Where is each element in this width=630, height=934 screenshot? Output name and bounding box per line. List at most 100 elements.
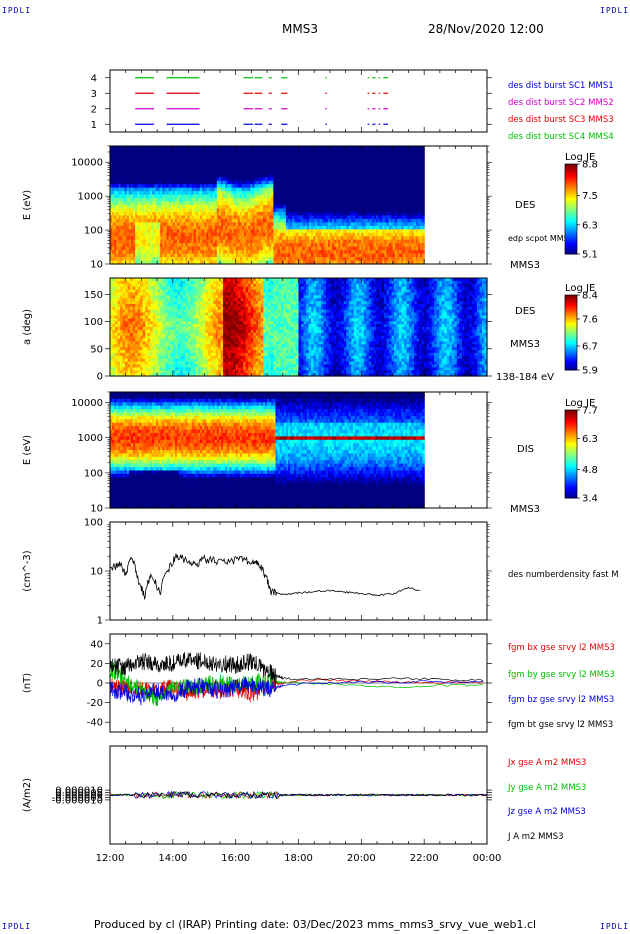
y-tick-label: 10 [90, 567, 103, 578]
burst-legend-label: des dist burst SC1 MMS1 [508, 81, 614, 91]
colorbar-tick-label: 4.8 [582, 465, 598, 476]
y-tick-label: 150 [84, 290, 103, 301]
y-tick-label: 20 [90, 659, 103, 670]
y-axis-ticks: 10 100 1000 10000 [71, 391, 492, 515]
colorbar-tick-label: 5.9 [582, 366, 598, 377]
date-time: 28/Nov/2020 12:00 [428, 22, 544, 36]
y-tick-label: 0 [97, 372, 103, 383]
y-tick-label: 100 [84, 518, 103, 529]
panel-spacecraft-label: MMS3 [510, 260, 540, 271]
y-axis-ticks: 1 10 100 [84, 518, 492, 627]
series-label: Jy gse A m2 MMS3 [507, 783, 586, 793]
y-axis-label: (cm^-3) [22, 550, 33, 591]
des-pitch-pixels [110, 278, 488, 377]
y-tick-label: 1000 [78, 192, 103, 203]
panel-spacecraft-label: MMS3 [510, 339, 540, 350]
overlay-label: edp scpot MMS3 [508, 234, 574, 243]
corner-label-top-right: IPDLI [600, 6, 630, 15]
y-tick-label: 10 [90, 260, 103, 271]
y-axis-label: E (eV) [22, 190, 33, 220]
field-series-line [109, 652, 484, 684]
y-axis-label: E (eV) [22, 435, 33, 465]
y-tick-label: 10000 [71, 158, 103, 169]
y-tick-label: 0 [97, 679, 103, 690]
x-tick-label: 00:00 [473, 853, 502, 864]
y-tick-label: 100 [84, 226, 103, 237]
burst-legend-label: des dist burst SC2 MMS2 [508, 98, 614, 108]
colorbar-title: Log JE [565, 398, 595, 409]
panel-label: DES [515, 200, 535, 211]
colorbar-tick-label: 8.8 [582, 160, 598, 171]
y-tick-label: -0.000010 [52, 795, 103, 806]
x-axis-ticks: 12:00 14:00 16:00 18:00 20:00 22:00 00:00 [96, 746, 502, 864]
x-axis-ticks [109, 70, 488, 132]
x-axis-ticks [109, 278, 488, 376]
x-tick-label: 16:00 [221, 853, 250, 864]
series-label: fgm bz gse srvy l2 MMS3 [508, 695, 614, 705]
x-tick-label: 22:00 [410, 853, 439, 864]
colorbar-tick-label: 8.4 [582, 291, 598, 302]
y-tick-label: 1 [91, 120, 97, 131]
series-label: fgm bt gse srvy l2 MMS3 [508, 720, 613, 730]
colorbar-title: Log JE [565, 152, 595, 163]
dis-energy-pixels [110, 392, 425, 509]
y-tick-label: -40 [87, 718, 103, 729]
y-tick-label: 2 [91, 104, 97, 115]
colorbar-tick-label: 7.6 [582, 315, 598, 326]
colorbar-tick-label: 6.3 [582, 434, 598, 445]
colorbar-tick-label: 6.3 [582, 220, 598, 231]
density-series-line [109, 553, 420, 601]
x-axis-ticks [109, 392, 488, 508]
y-tick-label: 1000 [78, 433, 103, 444]
y-tick-label: 0.000000 [55, 791, 103, 802]
footer-credit: Produced by cl (IRAP) Printing date: 03/… [93, 918, 537, 931]
y-tick-label: 100 [84, 468, 103, 479]
field-series-line [109, 661, 484, 707]
y-tick-label: 4 [91, 73, 97, 84]
burst-legend-label: des dist burst SC3 MMS3 [508, 115, 614, 125]
x-tick-label: 12:00 [96, 853, 125, 864]
series-label: J A m2 MMS3 [507, 832, 564, 842]
burst-y-ticks: 1 2 3 4 [91, 73, 492, 131]
y-axis-label: a (deg) [22, 309, 33, 345]
x-axis-ticks [109, 146, 488, 264]
series-label: fgm bx gse srvy l2 MMS3 [508, 643, 615, 653]
y-tick-label: 0.000010 [55, 786, 103, 797]
y-axis-ticks: 10 100 1000 10000 [71, 145, 492, 271]
panel-spacecraft-label: MMS3 [510, 504, 540, 515]
x-axis-ticks [109, 634, 488, 732]
y-axis-ticks: -0.000010-0.0000050.0000000.0000050.0000… [52, 786, 492, 806]
y-tick-label: 1 [97, 616, 103, 627]
colorbar-tick-label: 7.5 [582, 191, 598, 202]
colorbar-tick-label: 5.1 [582, 250, 598, 261]
panel-label: DES [515, 306, 535, 317]
spacecraft-title: MMS3 [282, 22, 318, 36]
colorbar-title: Log JE [565, 283, 595, 294]
corner-label-bottom-left: IPDLI [2, 922, 32, 931]
y-tick-label: 10000 [71, 398, 103, 409]
burst-panel-frame [109, 69, 488, 133]
y-tick-label: -20 [87, 698, 103, 709]
x-tick-label: 14:00 [158, 853, 187, 864]
y-axis-label: (A/m2) [22, 778, 33, 812]
series-label: Jx gse A m2 MMS3 [507, 758, 586, 768]
series-label: Jz gse A m2 MMS3 [507, 807, 586, 817]
y-tick-label: 10 [90, 504, 103, 515]
y-tick-label: 0.000005 [55, 788, 103, 799]
colorbar: Log JE8.4 7.6 6.7 5.9 [564, 283, 598, 377]
field-series-line [109, 677, 484, 706]
y-axis-ticks: -40 -20 0 20 40 [87, 639, 492, 729]
x-tick-label: 20:00 [347, 853, 376, 864]
corner-label-top-left: IPDLI [2, 6, 32, 15]
colorbar: Log JE8.8 7.5 6.3 5.1 [564, 152, 598, 261]
y-tick-label: 40 [90, 639, 103, 650]
y-tick-label: 3 [91, 89, 97, 100]
y-axis-label: (nT) [22, 673, 33, 693]
x-tick-label: 18:00 [284, 853, 313, 864]
y-tick-label: 100 [84, 317, 103, 328]
current-series-line [109, 790, 488, 799]
series-label: des numberdensity fast M [508, 570, 619, 580]
energy-range-label: 138-184 eV [496, 372, 554, 383]
y-tick-label: 50 [90, 344, 103, 355]
